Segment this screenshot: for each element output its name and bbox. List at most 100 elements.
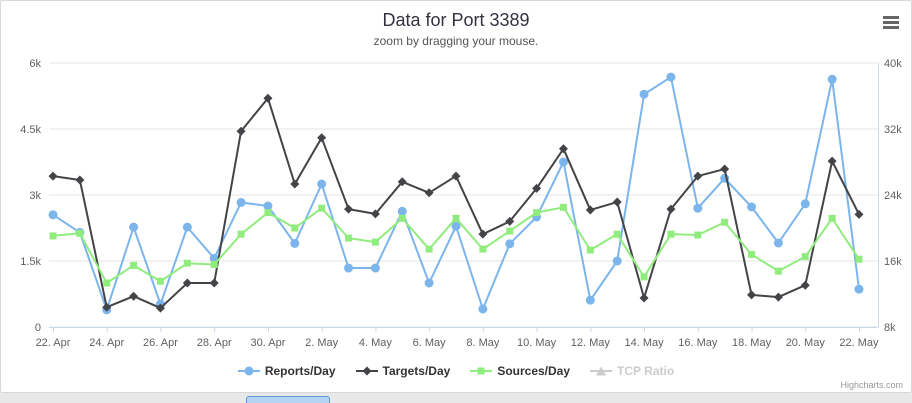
square-marker-icon	[470, 367, 493, 375]
data-point[interactable]	[371, 238, 379, 246]
data-point[interactable]	[667, 230, 675, 238]
data-point[interactable]	[800, 280, 810, 290]
data-point[interactable]	[558, 144, 568, 154]
data-point[interactable]	[102, 302, 112, 312]
data-point[interactable]	[586, 246, 594, 254]
data-point[interactable]	[49, 232, 57, 240]
legend-label: Reports/Day	[264, 364, 336, 378]
data-point[interactable]	[693, 171, 703, 181]
data-point[interactable]	[236, 197, 246, 207]
data-point[interactable]	[237, 230, 245, 238]
x-axis-label: 2. May	[305, 337, 339, 349]
data-point[interactable]	[747, 290, 757, 300]
data-point[interactable]	[424, 188, 434, 198]
data-point[interactable]	[773, 292, 783, 302]
data-point[interactable]	[666, 204, 676, 214]
data-point[interactable]	[103, 279, 111, 287]
data-point[interactable]	[451, 171, 461, 181]
x-axis-label: 12. May	[571, 337, 611, 349]
data-point[interactable]	[854, 209, 864, 219]
data-point[interactable]	[425, 245, 433, 253]
data-point[interactable]	[640, 273, 648, 281]
data-point[interactable]	[344, 204, 354, 214]
data-point[interactable]	[773, 238, 783, 248]
data-point[interactable]	[155, 303, 165, 313]
data-point[interactable]	[612, 256, 622, 266]
data-point[interactable]	[639, 293, 649, 303]
data-point[interactable]	[397, 177, 407, 187]
legend-item-sources-day[interactable]: Sources/Day	[470, 364, 570, 378]
data-point[interactable]	[612, 197, 622, 207]
data-point[interactable]	[263, 93, 273, 103]
data-point[interactable]	[130, 261, 138, 269]
data-point[interactable]	[318, 204, 326, 212]
data-point[interactable]	[317, 133, 327, 143]
data-point[interactable]	[747, 202, 757, 212]
data-point[interactable]	[291, 224, 299, 232]
data-point[interactable]	[585, 205, 595, 215]
data-point[interactable]	[505, 216, 515, 226]
data-point[interactable]	[156, 277, 164, 285]
legend-item-targets-day[interactable]: Targets/Day	[355, 364, 450, 378]
data-point[interactable]	[424, 278, 434, 288]
data-point[interactable]	[290, 238, 300, 248]
data-point[interactable]	[48, 210, 58, 220]
hamburger-bar-icon	[883, 20, 899, 24]
data-point[interactable]	[478, 304, 488, 314]
data-point[interactable]	[801, 253, 809, 261]
data-point[interactable]	[693, 203, 703, 213]
data-point[interactable]	[721, 218, 729, 226]
data-point[interactable]	[129, 291, 139, 301]
data-point[interactable]	[344, 263, 354, 273]
data-point[interactable]	[479, 245, 487, 253]
data-point[interactable]	[558, 157, 568, 167]
data-point[interactable]	[585, 295, 595, 305]
data-point[interactable]	[639, 89, 649, 99]
legend-item-reports-day[interactable]: Reports/Day	[237, 364, 336, 378]
data-point[interactable]	[827, 156, 837, 166]
data-point[interactable]	[48, 171, 58, 181]
data-point[interactable]	[183, 259, 191, 267]
plot-area[interactable]: 0 8k 1.5k 16k 3k 24k 4.5k 32k 6k 40k 22. Apr 24. Ap…	[1, 1, 912, 393]
data-point[interactable]	[694, 231, 702, 239]
data-point[interactable]	[827, 74, 837, 84]
data-point[interactable]	[854, 284, 864, 294]
data-point[interactable]	[559, 203, 567, 211]
data-point[interactable]	[370, 209, 380, 219]
data-point[interactable]	[774, 267, 782, 275]
data-point[interactable]	[451, 221, 461, 231]
data-point[interactable]	[398, 214, 406, 222]
data-point[interactable]	[345, 234, 353, 242]
data-point[interactable]	[236, 126, 246, 136]
data-point[interactable]	[129, 222, 139, 232]
data-point[interactable]	[263, 201, 273, 211]
data-point[interactable]	[210, 261, 218, 269]
data-point[interactable]	[613, 230, 621, 238]
data-point[interactable]	[370, 263, 380, 273]
data-point[interactable]	[264, 209, 272, 217]
data-point[interactable]	[533, 209, 541, 217]
data-point[interactable]	[532, 183, 542, 193]
data-point[interactable]	[397, 206, 407, 216]
data-point[interactable]	[855, 255, 863, 263]
credits-link[interactable]: Highcharts.com	[840, 380, 903, 390]
bottom-partial-button[interactable]	[246, 396, 330, 403]
data-point[interactable]	[290, 179, 300, 189]
data-point[interactable]	[748, 250, 756, 258]
data-point[interactable]	[828, 214, 836, 222]
data-point[interactable]	[75, 175, 85, 185]
data-point[interactable]	[478, 229, 488, 239]
data-point[interactable]	[452, 214, 460, 222]
legend-item-tcp-ratio[interactable]: TCP Ratio	[590, 364, 674, 378]
data-point[interactable]	[182, 278, 192, 288]
data-point[interactable]	[317, 179, 327, 189]
export-hamburger-menu-button[interactable]	[881, 13, 901, 31]
data-point[interactable]	[182, 222, 192, 232]
data-point[interactable]	[505, 239, 515, 249]
data-point[interactable]	[209, 278, 219, 288]
data-point[interactable]	[666, 72, 676, 82]
data-point[interactable]	[76, 229, 84, 237]
data-point[interactable]	[720, 164, 730, 174]
data-point[interactable]	[506, 227, 514, 235]
data-point[interactable]	[800, 199, 810, 209]
